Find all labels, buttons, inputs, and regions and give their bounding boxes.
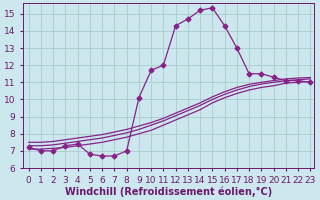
- X-axis label: Windchill (Refroidissement éolien,°C): Windchill (Refroidissement éolien,°C): [65, 186, 272, 197]
